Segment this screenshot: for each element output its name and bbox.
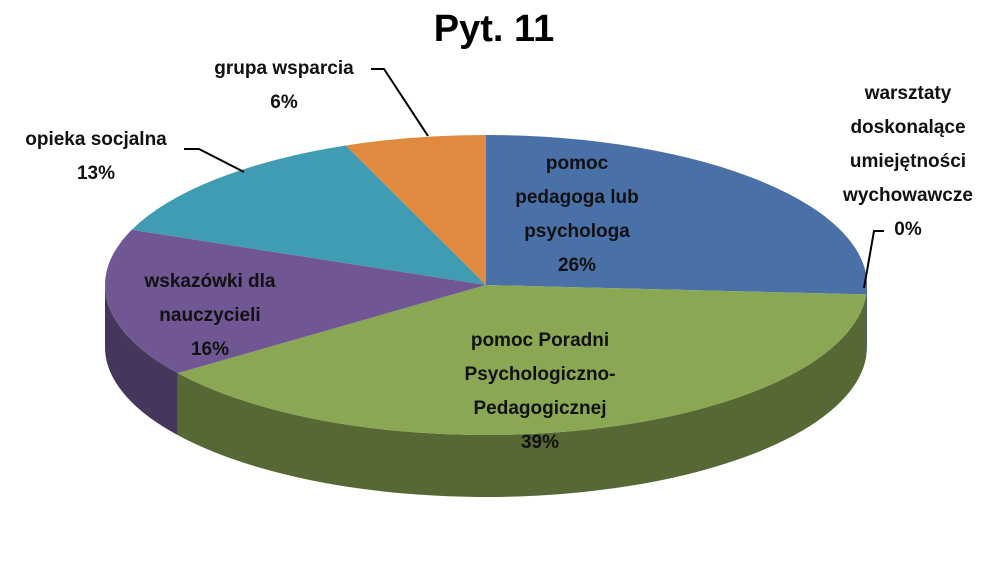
data-label: pomoc Poradni Psychologiczno-Pedagogiczn…: [425, 324, 655, 460]
data-label: opieka socjalna 13%: [1, 123, 191, 191]
category-label: wskazówki dla nauczycieli: [144, 271, 276, 326]
slice: [345, 135, 486, 285]
value-label: 6%: [270, 92, 298, 113]
slice: [486, 135, 867, 295]
slice: [131, 145, 486, 285]
leader-line: [371, 68, 429, 137]
value-label: 26%: [557, 255, 597, 276]
slice: [104, 229, 487, 374]
data-label: pomoc pedagoga lub psychologa 26%: [502, 147, 652, 283]
chart-title: Pyt. 11: [433, 8, 555, 50]
category-label: pomoc Poradni Psychologiczno-Pedagogiczn…: [464, 330, 616, 419]
data-label: warsztaty doskonalące umiejętności wycho…: [821, 77, 988, 247]
data-label: wskazówki dla nauczycieli 16%: [105, 265, 315, 367]
value-label: 16%: [190, 339, 230, 360]
slice-side: [105, 285, 178, 436]
category-label: pomoc pedagoga lub psychologa: [515, 153, 639, 242]
value-label: 13%: [76, 163, 116, 184]
data-label: grupa wsparcia 6%: [179, 52, 389, 120]
leader-line: [184, 148, 245, 173]
leader-line: [863, 230, 884, 289]
slice-side: [177, 294, 867, 497]
slice: [177, 285, 867, 435]
value-label: 0%: [894, 219, 922, 240]
category-label: warsztaty doskonalące umiejętności wycho…: [843, 83, 973, 206]
category-label: grupa wsparcia: [214, 58, 354, 79]
category-label: opieka socjalna: [25, 129, 167, 150]
slice-side: [866, 285, 867, 357]
value-label: 39%: [520, 432, 560, 453]
